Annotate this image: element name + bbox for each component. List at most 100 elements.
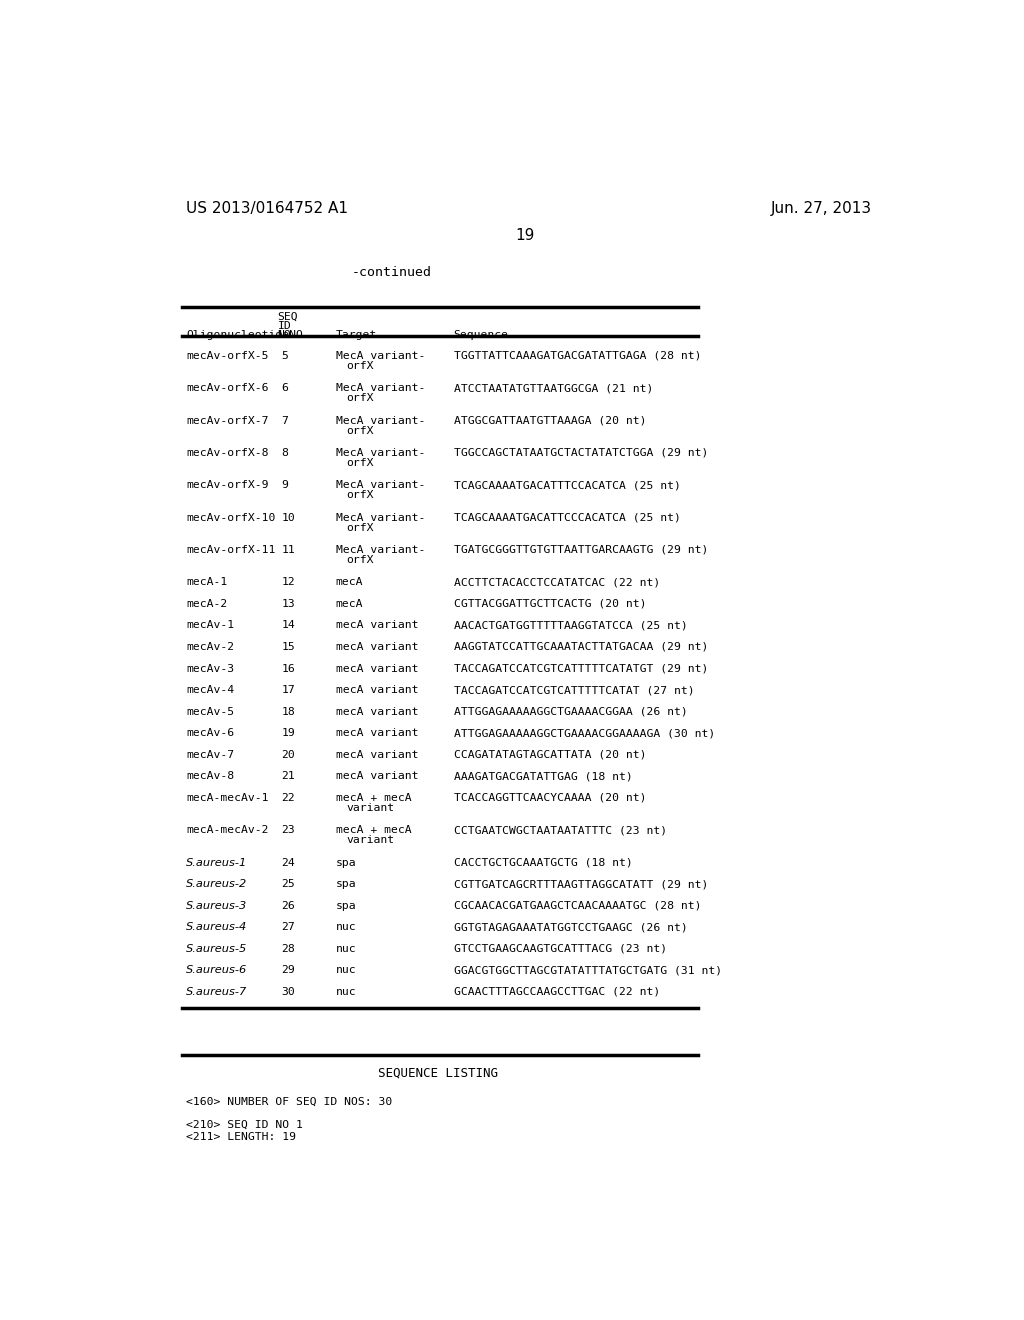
Text: AAAGATGACGATATTGAG (18 nt): AAAGATGACGATATTGAG (18 nt) (454, 771, 632, 781)
Text: <210> SEQ ID NO 1: <210> SEQ ID NO 1 (186, 1121, 303, 1130)
Text: spa: spa (336, 858, 356, 867)
Text: orfX: orfX (346, 458, 374, 467)
Text: TGATGCGGGTTGTGTTAATTGARCAAGTG (29 nt): TGATGCGGGTTGTGTTAATTGARCAAGTG (29 nt) (454, 545, 708, 554)
Text: mecA-mecAv-2: mecA-mecAv-2 (186, 825, 268, 836)
Text: ATTGGAGAAAAAGGCTGAAAACGGAA (26 nt): ATTGGAGAAAAAGGCTGAAAACGGAA (26 nt) (454, 706, 687, 717)
Text: S.aureus-1: S.aureus-1 (186, 858, 248, 867)
Text: variant: variant (346, 836, 394, 845)
Text: mecAv-orfX-10: mecAv-orfX-10 (186, 512, 275, 523)
Text: TGGTTATTCAAAGATGACGATATTGAGA (28 nt): TGGTTATTCAAAGATGACGATATTGAGA (28 nt) (454, 351, 701, 360)
Text: -continued: -continued (351, 267, 431, 280)
Text: 19: 19 (282, 729, 295, 738)
Text: mecA: mecA (336, 577, 364, 587)
Text: TCACCAGGTTCAACYCAAAA (20 nt): TCACCAGGTTCAACYCAAAA (20 nt) (454, 793, 646, 803)
Text: spa: spa (336, 900, 356, 911)
Text: mecA variant: mecA variant (336, 642, 418, 652)
Text: 25: 25 (282, 879, 295, 890)
Text: GCAACTTTAGCCAAGCCTTGAC (22 nt): GCAACTTTAGCCAAGCCTTGAC (22 nt) (454, 987, 659, 997)
Text: mecAv-orfX-5: mecAv-orfX-5 (186, 351, 268, 360)
Text: nuc: nuc (336, 923, 356, 932)
Text: <211> LENGTH: 19: <211> LENGTH: 19 (186, 1131, 296, 1142)
Text: nuc: nuc (336, 987, 356, 997)
Text: MecA variant-: MecA variant- (336, 480, 425, 490)
Text: 7: 7 (282, 416, 289, 425)
Text: 6: 6 (282, 383, 289, 393)
Text: mecAv-4: mecAv-4 (186, 685, 234, 696)
Text: mecAv-orfX-7: mecAv-orfX-7 (186, 416, 268, 425)
Text: TCAGCAAAATGACATTTCCACATCA (25 nt): TCAGCAAAATGACATTTCCACATCA (25 nt) (454, 480, 680, 490)
Text: 18: 18 (282, 706, 295, 717)
Text: orfX: orfX (346, 490, 374, 500)
Text: orfX: orfX (346, 523, 374, 532)
Text: MecA variant-: MecA variant- (336, 416, 425, 425)
Text: mecA-1: mecA-1 (186, 577, 227, 587)
Text: 30: 30 (282, 987, 295, 997)
Text: 20: 20 (282, 750, 295, 760)
Text: TCAGCAAAATGACATTCCCACATCA (25 nt): TCAGCAAAATGACATTCCCACATCA (25 nt) (454, 512, 680, 523)
Text: MecA variant-: MecA variant- (336, 351, 425, 360)
Text: 17: 17 (282, 685, 295, 696)
Text: ATGGCGATTAATGTTAAAGA (20 nt): ATGGCGATTAATGTTAAAGA (20 nt) (454, 416, 646, 425)
Text: TACCAGATCCATCGTCATTTTTCATATGT (29 nt): TACCAGATCCATCGTCATTTTTCATATGT (29 nt) (454, 664, 708, 673)
Text: mecAv-3: mecAv-3 (186, 664, 234, 673)
Text: S.aureus-6: S.aureus-6 (186, 965, 248, 975)
Text: 19: 19 (515, 227, 535, 243)
Text: mecA variant: mecA variant (336, 771, 418, 781)
Text: S.aureus-3: S.aureus-3 (186, 900, 248, 911)
Text: mecA-mecAv-1: mecA-mecAv-1 (186, 793, 268, 803)
Text: mecAv-orfX-6: mecAv-orfX-6 (186, 383, 268, 393)
Text: spa: spa (336, 879, 356, 890)
Text: MecA variant-: MecA variant- (336, 383, 425, 393)
Text: mecAv-orfX-8: mecAv-orfX-8 (186, 447, 268, 458)
Text: mecA variant: mecA variant (336, 706, 418, 717)
Text: GTCCTGAAGCAAGTGCATTTACG (23 nt): GTCCTGAAGCAAGTGCATTTACG (23 nt) (454, 944, 667, 954)
Text: <160> NUMBER OF SEQ ID NOS: 30: <160> NUMBER OF SEQ ID NOS: 30 (186, 1097, 392, 1107)
Text: NO: NO (278, 330, 291, 341)
Text: 16: 16 (282, 664, 295, 673)
Text: 29: 29 (282, 965, 295, 975)
Text: AAGGTATCCATTGCAAATACTTATGACAA (29 nt): AAGGTATCCATTGCAAATACTTATGACAA (29 nt) (454, 642, 708, 652)
Text: mecA: mecA (336, 599, 364, 609)
Text: ID: ID (278, 321, 291, 331)
Text: CCAGATATAGTAGCATTATA (20 nt): CCAGATATAGTAGCATTATA (20 nt) (454, 750, 646, 760)
Text: GGACGTGGCTTAGCGTATATTTATGCTGATG (31 nt): GGACGTGGCTTAGCGTATATTTATGCTGATG (31 nt) (454, 965, 722, 975)
Text: mecA + mecA: mecA + mecA (336, 825, 412, 836)
Text: TGGCCAGCTATAATGCTACTATATCTGGA (29 nt): TGGCCAGCTATAATGCTACTATATCTGGA (29 nt) (454, 447, 708, 458)
Text: 5: 5 (282, 351, 289, 360)
Text: S.aureus-5: S.aureus-5 (186, 944, 248, 954)
Text: 28: 28 (282, 944, 295, 954)
Text: 14: 14 (282, 620, 295, 631)
Text: orfX: orfX (346, 360, 374, 371)
Text: mecA variant: mecA variant (336, 750, 418, 760)
Text: GGTGTAGAGAAATATGGTCCTGAAGC (26 nt): GGTGTAGAGAAATATGGTCCTGAAGC (26 nt) (454, 923, 687, 932)
Text: Target: Target (336, 330, 377, 341)
Text: 21: 21 (282, 771, 295, 781)
Text: CGTTACGGATTGCTTCACTG (20 nt): CGTTACGGATTGCTTCACTG (20 nt) (454, 599, 646, 609)
Text: ATTGGAGAAAAAGGCTGAAAACGGAAAAGA (30 nt): ATTGGAGAAAAAGGCTGAAAACGGAAAAGA (30 nt) (454, 729, 715, 738)
Text: US 2013/0164752 A1: US 2013/0164752 A1 (186, 201, 348, 215)
Text: orfX: orfX (346, 393, 374, 403)
Text: orfX: orfX (346, 554, 374, 565)
Text: TACCAGATCCATCGTCATTTTTCATAT (27 nt): TACCAGATCCATCGTCATTTTTCATAT (27 nt) (454, 685, 694, 696)
Text: mecAv-1: mecAv-1 (186, 620, 234, 631)
Text: ACCTTCTACACCTCCATATCAC (22 nt): ACCTTCTACACCTCCATATCAC (22 nt) (454, 577, 659, 587)
Text: mecA variant: mecA variant (336, 620, 418, 631)
Text: Jun. 27, 2013: Jun. 27, 2013 (771, 201, 872, 215)
Text: mecAv-orfX-9: mecAv-orfX-9 (186, 480, 268, 490)
Text: 26: 26 (282, 900, 295, 911)
Text: mecA + mecA: mecA + mecA (336, 793, 412, 803)
Text: 27: 27 (282, 923, 295, 932)
Text: mecAv-orfX-11: mecAv-orfX-11 (186, 545, 275, 554)
Text: Sequence: Sequence (454, 330, 509, 341)
Text: mecAv-2: mecAv-2 (186, 642, 234, 652)
Text: S.aureus-7: S.aureus-7 (186, 987, 248, 997)
Text: mecAv-6: mecAv-6 (186, 729, 234, 738)
Text: mecA variant: mecA variant (336, 685, 418, 696)
Text: CCTGAATCWGCTAATAATATTTC (23 nt): CCTGAATCWGCTAATAATATTTC (23 nt) (454, 825, 667, 836)
Text: 22: 22 (282, 793, 295, 803)
Text: 13: 13 (282, 599, 295, 609)
Text: nuc: nuc (336, 944, 356, 954)
Text: S.aureus-4: S.aureus-4 (186, 923, 248, 932)
Text: CACCTGCTGCAAATGCTG (18 nt): CACCTGCTGCAAATGCTG (18 nt) (454, 858, 632, 867)
Text: MecA variant-: MecA variant- (336, 545, 425, 554)
